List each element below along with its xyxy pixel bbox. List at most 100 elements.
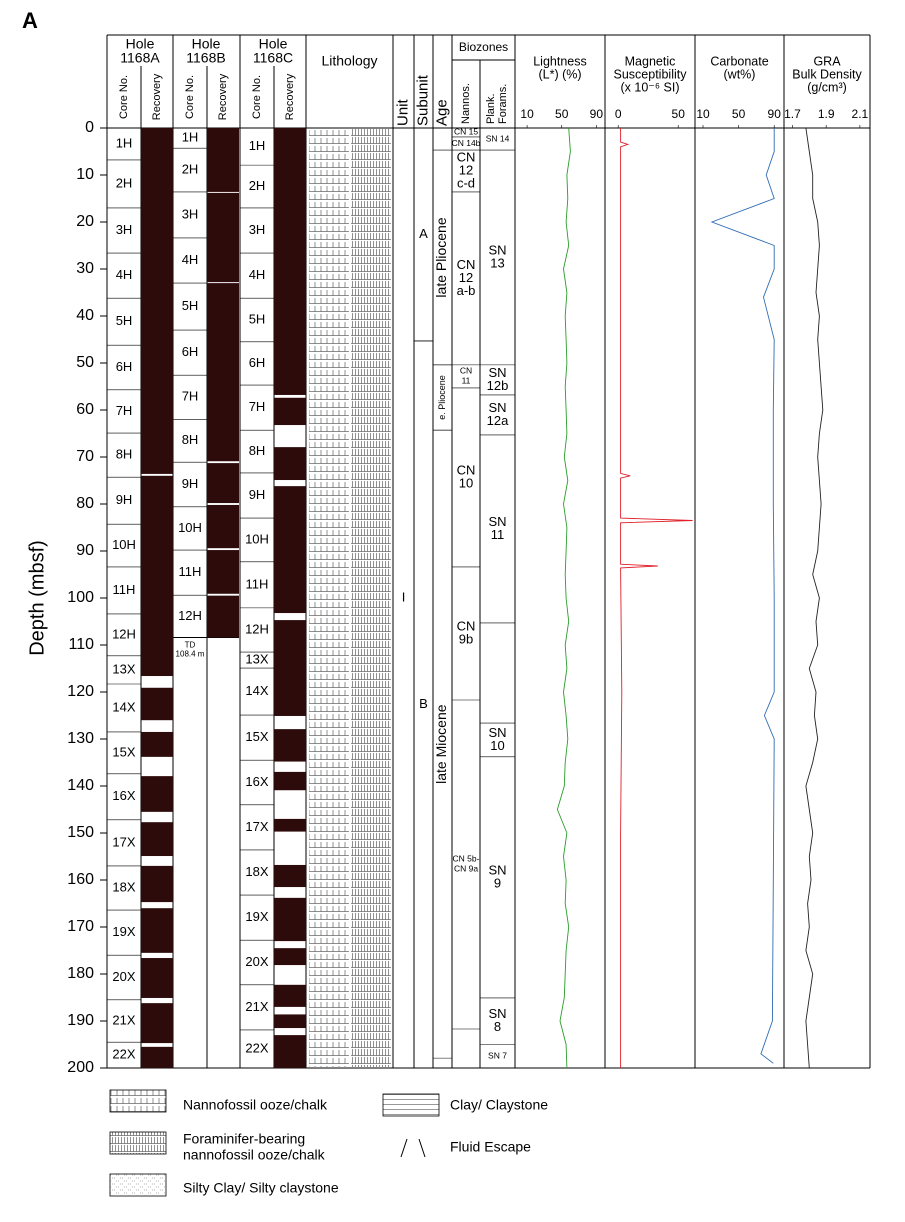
zone-label: CN: [457, 618, 476, 633]
core-name: 12H: [112, 626, 136, 641]
recovered-interval: [141, 128, 173, 474]
recovered-interval: [274, 128, 306, 395]
log-title: GRA: [813, 54, 841, 68]
depth-tick-label: 150: [67, 824, 94, 841]
core-name: 13X: [112, 661, 135, 676]
zone-label: CN: [457, 462, 476, 477]
zone-label: SN: [488, 242, 506, 257]
core-name: 7H: [249, 399, 266, 414]
recovered-interval: [274, 447, 306, 481]
age-header: Age: [433, 99, 450, 126]
zone-label: 10: [459, 475, 473, 490]
log-curve: [710, 128, 775, 1064]
recovered-interval: [274, 1014, 306, 1029]
recovered-interval: [274, 948, 306, 966]
zone-label: SN: [488, 365, 506, 380]
core-name: 22X: [245, 1040, 268, 1055]
log-tick-label: 2.1: [852, 107, 869, 121]
zone-label: SN: [488, 1006, 506, 1021]
log-title: (wt%): [724, 67, 756, 81]
zone-label: 12: [459, 162, 473, 177]
hole-title: 1168A: [120, 50, 160, 66]
core-name: 3H: [116, 222, 133, 237]
core-name: 4H: [182, 252, 199, 267]
unit-header: Unit: [394, 98, 411, 126]
log-tick-label: 10: [696, 107, 710, 121]
recovered-interval: [207, 595, 239, 638]
core-name: 16X: [245, 774, 268, 789]
total-depth: 108.4 m: [176, 650, 205, 659]
core-name: 10H: [112, 537, 136, 552]
core-no-header: Core No.: [251, 75, 263, 119]
core-name: 2H: [116, 175, 133, 190]
zone-label: CN 14b: [452, 138, 481, 148]
zone-label: 9: [494, 875, 501, 890]
core-name: 5H: [182, 298, 199, 313]
core-name: 17X: [245, 819, 268, 834]
biozones-header: Biozones: [459, 40, 508, 54]
core-name: 3H: [249, 222, 266, 237]
core-name: 9H: [182, 476, 199, 491]
recovered-interval: [274, 897, 306, 942]
zone-label: a-b: [457, 283, 476, 298]
depth-tick-label: 20: [76, 213, 94, 230]
recovered-interval: [141, 1003, 173, 1044]
recovered-interval: [141, 958, 173, 998]
core-name: 20X: [245, 954, 268, 969]
core-name: 8H: [249, 443, 266, 458]
age-label: e. Pliocene: [437, 375, 447, 420]
core-name: 18X: [245, 864, 268, 879]
core-name: 12H: [245, 621, 269, 636]
legend-swatch: [109, 1131, 167, 1155]
depth-tick-label: 140: [67, 777, 94, 794]
depth-tick-label: 0: [85, 119, 94, 136]
recovered-interval: [274, 771, 306, 791]
recovered-interval: [274, 620, 306, 716]
core-name: 6H: [116, 359, 133, 374]
recovered-interval: [274, 397, 306, 426]
total-depth: TD: [185, 641, 196, 650]
zone-label: c-d: [457, 175, 475, 190]
log-tick-label: 50: [732, 107, 746, 121]
depth-tick-label: 160: [67, 871, 94, 888]
hole-title: Hole: [259, 36, 288, 52]
core-name: 6H: [249, 355, 266, 370]
depth-tick-label: 180: [67, 965, 94, 982]
recovered-interval: [141, 776, 173, 812]
log-title: (L*) (%): [538, 67, 581, 81]
recovered-interval: [274, 864, 306, 888]
zone-label: SN: [488, 400, 506, 415]
core-name: 11H: [246, 576, 269, 591]
forams-header: Plank.: [485, 93, 497, 124]
core-name: 2H: [249, 178, 266, 193]
zone-label: CN 9a: [454, 864, 478, 874]
legend-label: Foraminifer-bearing: [183, 1131, 305, 1147]
zone-label: CN 15: [454, 127, 478, 137]
zone-label: 11: [462, 376, 471, 386]
zone-label: 11: [491, 527, 505, 542]
log-tick-label: 50: [672, 107, 686, 121]
recovered-interval: [274, 729, 306, 762]
core-name: 4H: [249, 267, 266, 282]
zone-label: CN: [457, 257, 476, 272]
zone-label: SN 7: [488, 1051, 507, 1061]
zone-label: 12b: [487, 378, 509, 393]
age-label: late Miocene: [433, 704, 449, 784]
core-name: 22X: [112, 1047, 135, 1062]
recovery-header: Recovery: [284, 73, 296, 120]
depth-tick-label: 120: [67, 683, 94, 700]
depth-tick-label: 130: [67, 730, 94, 747]
zone-label: SN: [488, 514, 506, 529]
zone-label: 10: [490, 738, 504, 753]
depth-tick-label: 60: [76, 401, 94, 418]
core-name: 21X: [245, 999, 268, 1014]
core-name: 7H: [182, 389, 199, 404]
legend-label: Silty Clay/ Silty claystone: [183, 1180, 339, 1196]
recovered-interval: [207, 504, 239, 549]
core-name: 18X: [112, 879, 135, 894]
core-name: 5H: [116, 313, 133, 328]
zone-label: 9b: [459, 631, 473, 646]
core-name: 14X: [112, 699, 135, 714]
core-name: 10H: [178, 520, 202, 535]
core-name: 17X: [112, 834, 135, 849]
